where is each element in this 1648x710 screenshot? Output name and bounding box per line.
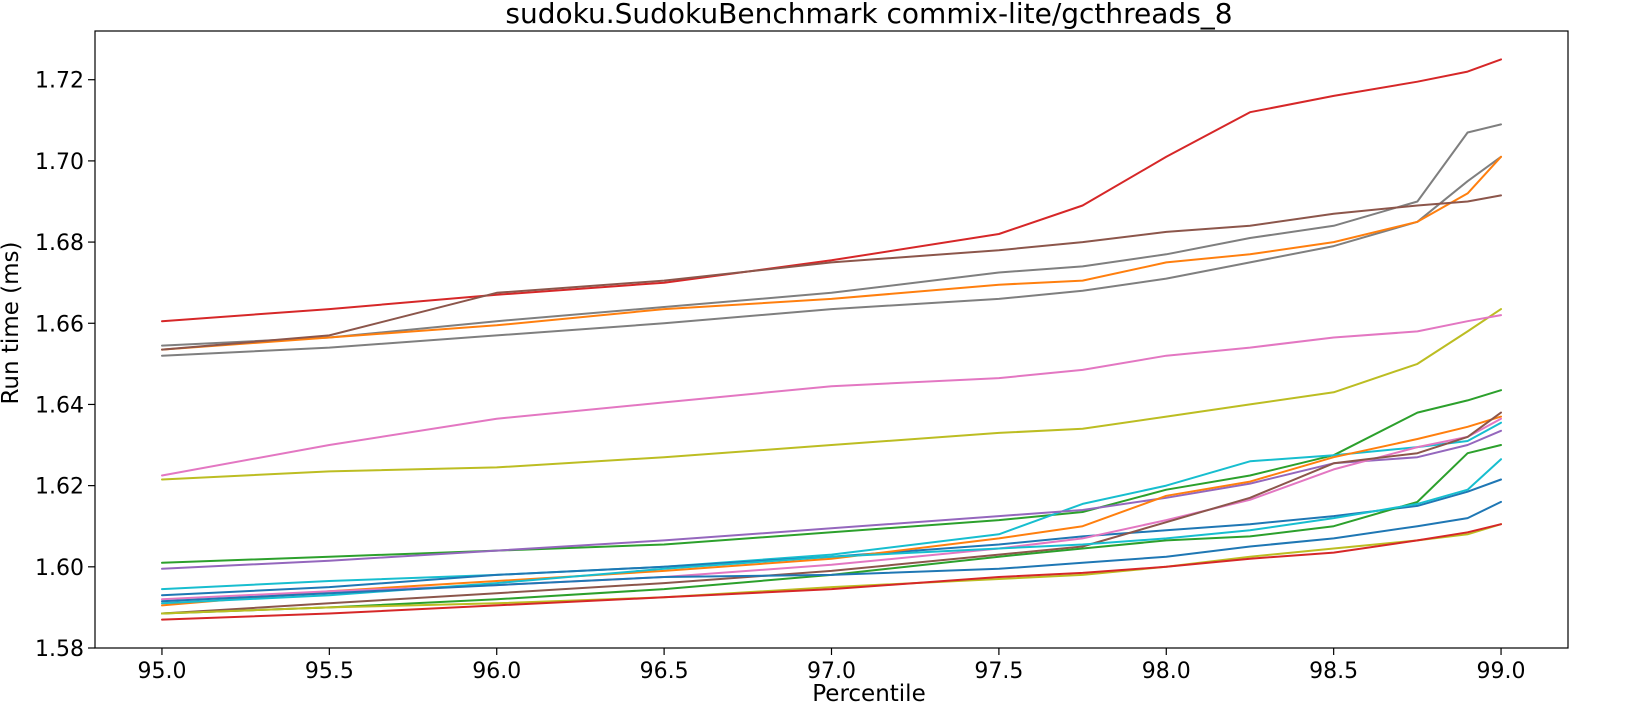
y-tick-label: 1.70 xyxy=(35,150,84,175)
series-line-1 xyxy=(161,58,1502,323)
y-tick-label: 1.64 xyxy=(35,393,84,418)
series-line-15 xyxy=(161,444,1502,615)
y-tick-label: 1.72 xyxy=(35,69,84,94)
y-tick-label: 1.68 xyxy=(35,231,84,256)
series-line-17 xyxy=(161,500,1502,603)
y-axis-label: Run time (ms) xyxy=(0,241,24,404)
series-line-6 xyxy=(161,308,1502,481)
x-tick-label: 99.0 xyxy=(1477,659,1526,684)
series-line-18 xyxy=(161,523,1502,615)
y-tick-label: 1.60 xyxy=(35,556,84,581)
x-tick-label: 95.0 xyxy=(137,659,186,684)
x-tick-label: 96.0 xyxy=(472,659,521,684)
series-line-12 xyxy=(161,415,1502,607)
series-line-5 xyxy=(161,194,1502,351)
x-tick-label: 98.5 xyxy=(1309,659,1358,684)
series-line-7 xyxy=(161,314,1502,477)
plot-area: 95.0 95.5 96.0 96.5 97.0 97.5 98.0 98.5 99.0 1.58… xyxy=(35,30,1569,684)
series-line-14 xyxy=(161,411,1502,615)
series-line-10 xyxy=(161,429,1502,570)
chart-title: sudoku.SudokuBenchmark commix-lite/gcthr… xyxy=(505,0,1232,30)
x-tick-label: 95.5 xyxy=(305,659,354,684)
y-tick-label: 1.58 xyxy=(35,637,84,662)
x-tick-label: 98.0 xyxy=(1142,659,1191,684)
y-tick-label: 1.62 xyxy=(35,475,84,500)
series-line-4 xyxy=(161,155,1502,351)
x-tick-label: 97.5 xyxy=(974,659,1023,684)
x-axis-label: Percentile xyxy=(812,681,925,707)
x-tick-label: 96.5 xyxy=(640,659,689,684)
series-line-2 xyxy=(161,123,1502,347)
x-tick-label: 97.0 xyxy=(807,659,856,684)
series-group xyxy=(161,58,1502,621)
series-line-11 xyxy=(161,478,1502,597)
series-line-16 xyxy=(161,458,1502,605)
series-line-19 xyxy=(161,523,1502,621)
y-tick-label: 1.66 xyxy=(35,312,84,337)
